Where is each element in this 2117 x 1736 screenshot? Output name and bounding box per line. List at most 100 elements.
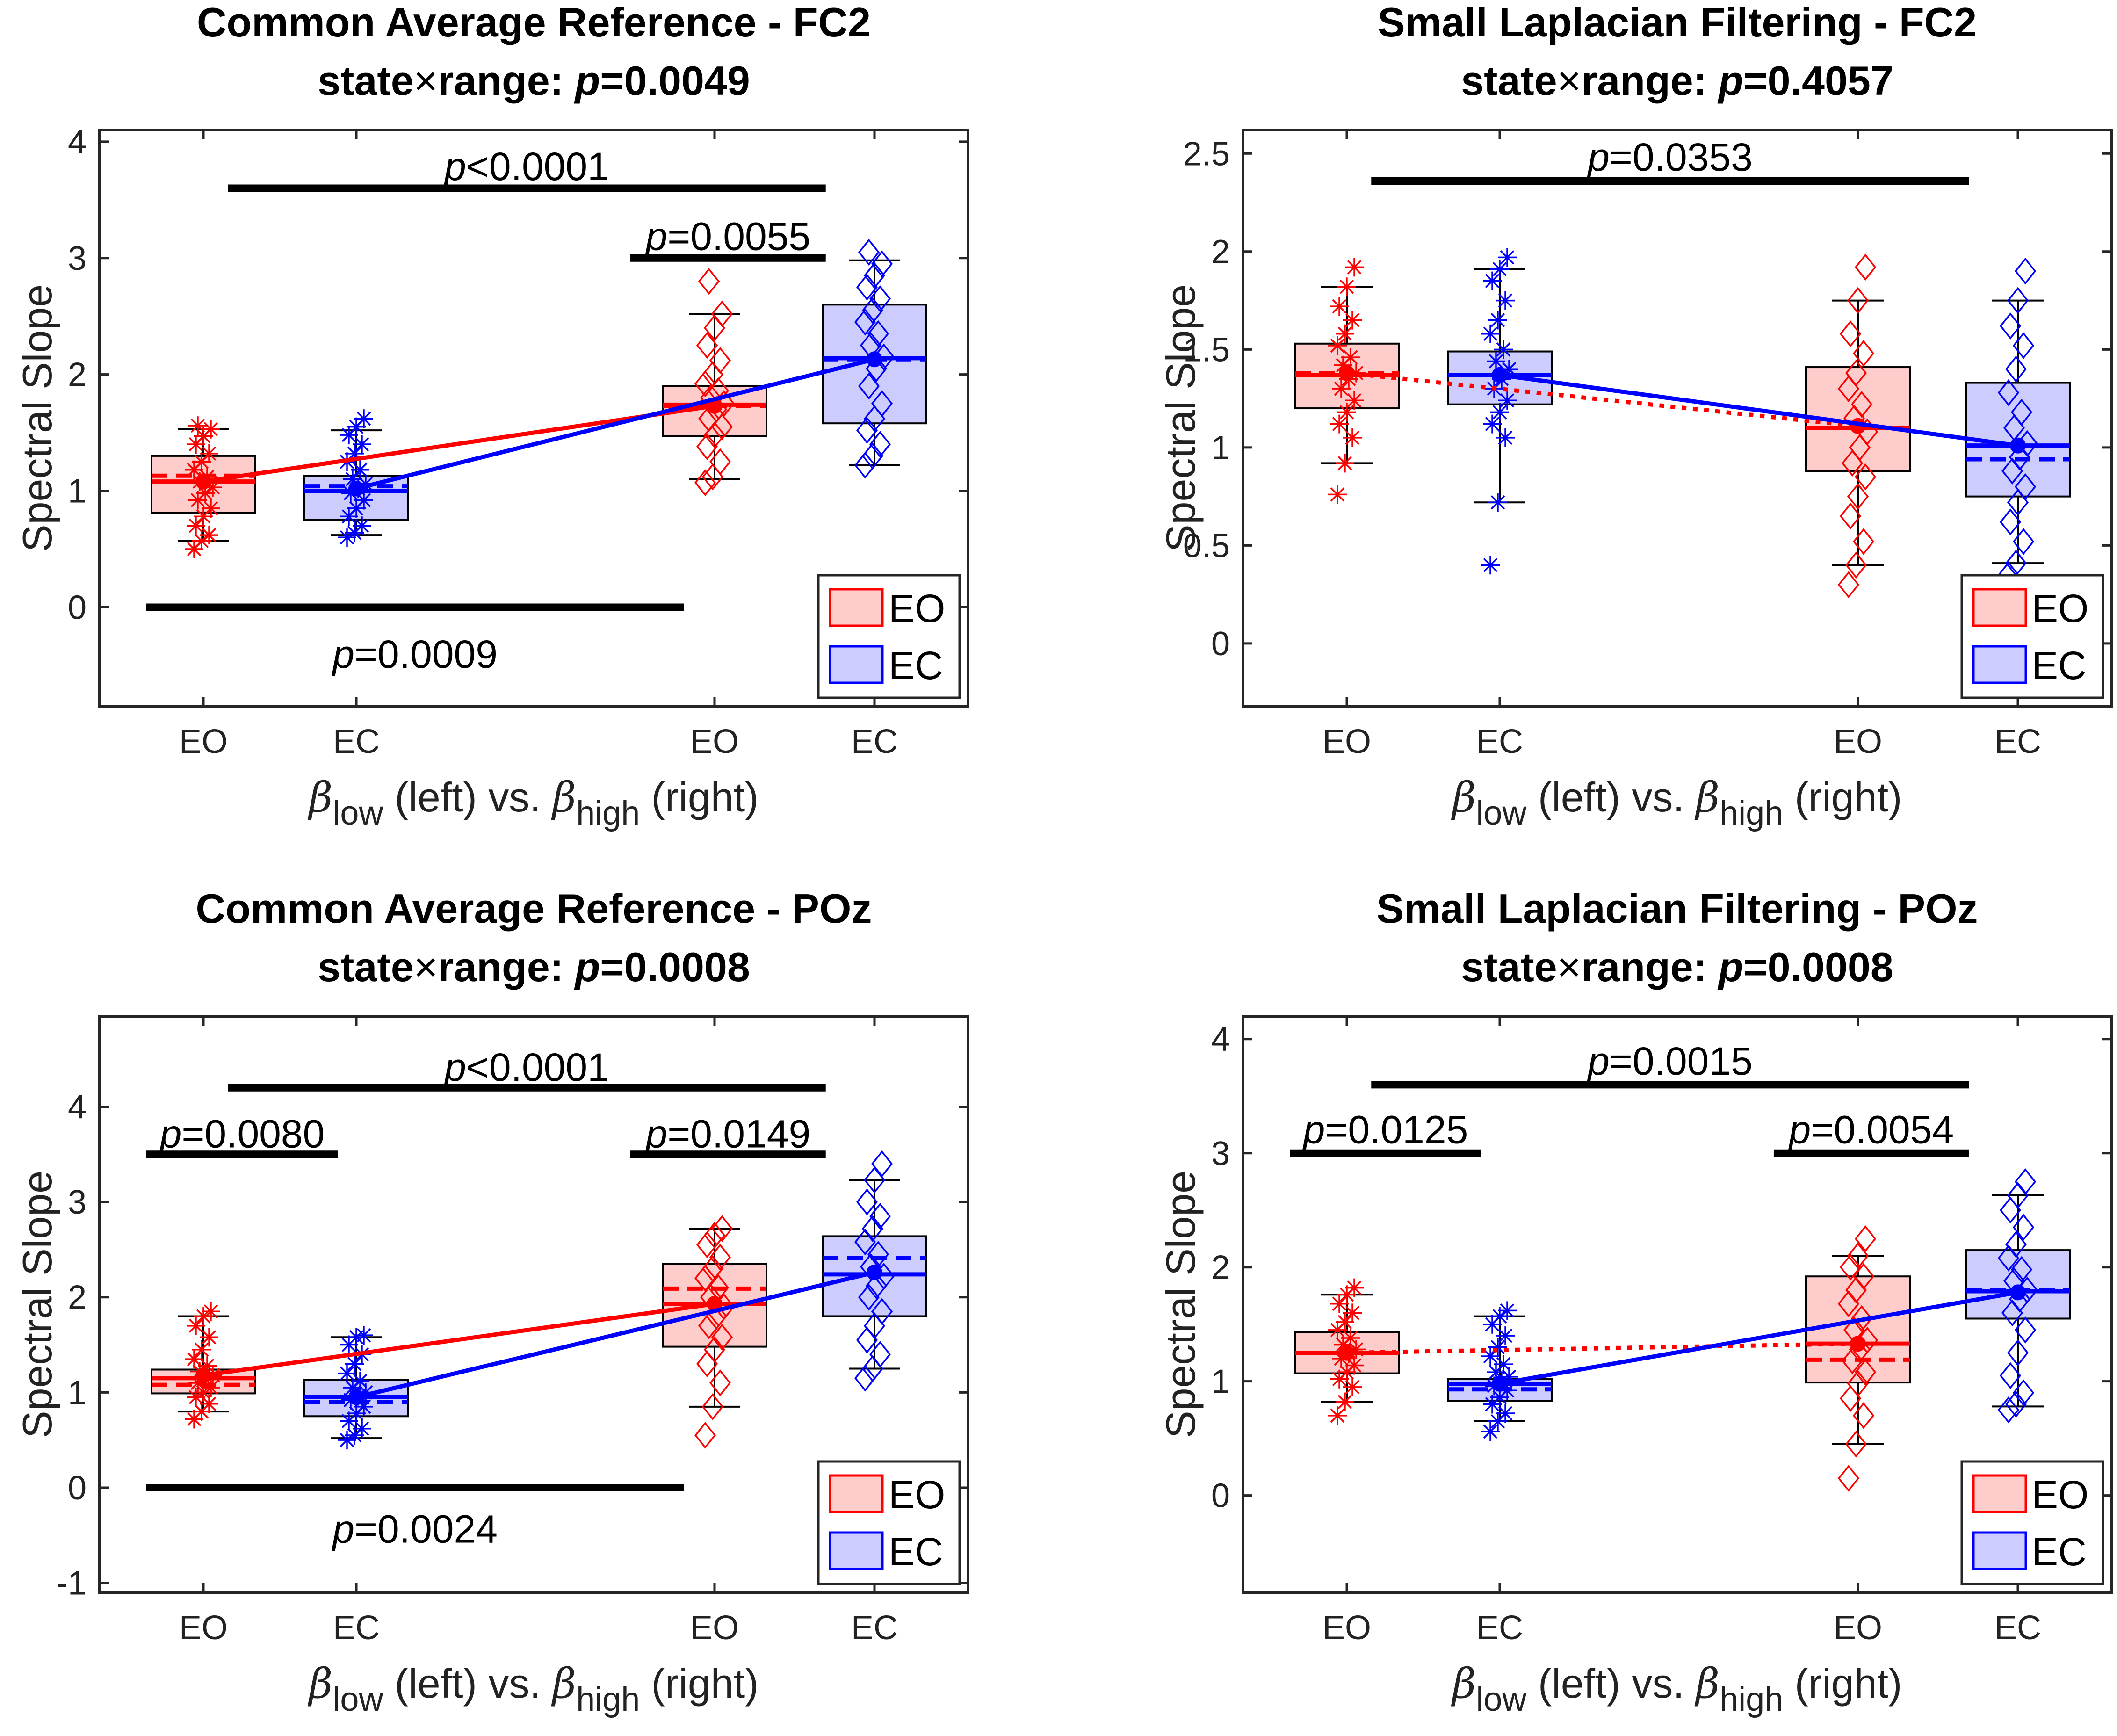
beta-high-symbol: β bbox=[1694, 1659, 1720, 1707]
p-value-label: p=0.0149 bbox=[644, 1112, 810, 1156]
significance-bar: p<0.0001 bbox=[228, 1045, 826, 1092]
panel-2: Small Laplacian Filtering - FC2 state×ran… bbox=[1157, 0, 2113, 832]
data-point-star bbox=[192, 531, 211, 550]
subtitle-range: range: bbox=[438, 58, 575, 104]
data-point-diamond bbox=[869, 1341, 891, 1368]
data-point-diamond bbox=[1847, 287, 1869, 314]
data-point-diamond bbox=[694, 1265, 716, 1292]
y-tick-label: 2 bbox=[1211, 1249, 1230, 1287]
data-point-star bbox=[351, 460, 369, 479]
data-point-diamond bbox=[1847, 1370, 1869, 1397]
y-tick-label: 0 bbox=[1211, 625, 1230, 663]
trend-line-ec bbox=[355, 1270, 875, 1399]
y-tick-label: 4 bbox=[1211, 1021, 1230, 1058]
data-point-diamond bbox=[2012, 332, 2035, 359]
significance-bar: p=0.0080 bbox=[146, 1112, 338, 1158]
beta-low-sub: low bbox=[1476, 795, 1527, 832]
data-point-diamond bbox=[1837, 1465, 1860, 1492]
data-point-diamond bbox=[1854, 1225, 1877, 1252]
trend-line-eo bbox=[1346, 371, 1858, 428]
subtitle-pvalue: =0.0008 bbox=[600, 944, 750, 990]
x-axis-label: βlow (left) vs. βhigh (right) bbox=[308, 1659, 759, 1718]
xlabel-end: (right) bbox=[640, 1660, 759, 1707]
data-point-star bbox=[338, 1364, 356, 1383]
legend-swatch-eo bbox=[1972, 1474, 2027, 1513]
beta-high-sub: high bbox=[1720, 1681, 1783, 1718]
beta-high-sub: high bbox=[576, 1681, 640, 1718]
data-point-star bbox=[1343, 428, 1362, 447]
data-point-diamond bbox=[709, 347, 731, 374]
p-symbol: p bbox=[331, 1507, 354, 1551]
data-point-star bbox=[1494, 1355, 1513, 1374]
data-point-star bbox=[1481, 324, 1500, 343]
data-point-star bbox=[1336, 1312, 1354, 1331]
significance-bar: p=0.0149 bbox=[630, 1112, 826, 1158]
subtitle-range: range: bbox=[1581, 944, 1718, 990]
beta-high-symbol: β bbox=[551, 773, 576, 821]
x-tick-label: EO bbox=[179, 723, 228, 760]
p-value: =0.0009 bbox=[354, 632, 498, 676]
xlabel-end: (right) bbox=[1783, 1660, 1902, 1707]
x-tick-label: EO bbox=[179, 1609, 228, 1647]
legend-swatch-ec bbox=[1972, 645, 2027, 684]
beta-low-sub: low bbox=[332, 795, 383, 832]
data-point-diamond bbox=[867, 320, 889, 347]
p-symbol: p bbox=[644, 214, 667, 258]
data-point-diamond bbox=[1850, 1305, 1873, 1332]
data-point-diamond bbox=[861, 297, 884, 324]
p-value-label: p=0.0055 bbox=[644, 214, 810, 258]
y-tick-label: 0 bbox=[1211, 1477, 1230, 1515]
data-point-diamond bbox=[1841, 1347, 1864, 1374]
data-point-diamond bbox=[698, 268, 720, 295]
p-value-label: p=0.0024 bbox=[331, 1507, 498, 1551]
subtitle-pvalue: =0.0049 bbox=[600, 58, 750, 104]
data-point-diamond bbox=[2014, 473, 2037, 500]
data-point-star bbox=[1336, 324, 1354, 343]
data-point-star bbox=[192, 1340, 211, 1359]
data-point-diamond bbox=[2012, 1214, 2035, 1241]
legend-label-ec: EC bbox=[2032, 644, 2087, 687]
data-point-diamond bbox=[1856, 1327, 1879, 1354]
data-point-star bbox=[1330, 414, 1349, 434]
data-point-star bbox=[187, 1316, 205, 1335]
x-axis-label: βlow (left) vs. βhigh (right) bbox=[1451, 773, 1902, 832]
data-point-star bbox=[354, 1326, 373, 1345]
data-point-diamond bbox=[1999, 508, 2022, 535]
data-point-star bbox=[1488, 493, 1507, 512]
data-point-diamond bbox=[711, 300, 733, 328]
panel-1: Common Average Reference - FC2 state×rang… bbox=[14, 0, 969, 832]
subtitle-state: state bbox=[318, 58, 413, 104]
beta-high-symbol: β bbox=[551, 1659, 576, 1707]
subtitle-times: × bbox=[1557, 58, 1581, 104]
legend: EO EC bbox=[1960, 1460, 2104, 1585]
y-tick-label: 1.5 bbox=[1183, 331, 1230, 369]
data-point-star bbox=[1341, 348, 1360, 367]
data-point-diamond bbox=[856, 1188, 878, 1215]
data-point-star bbox=[1494, 340, 1513, 359]
data-point-diamond bbox=[869, 431, 891, 458]
chart-title: Small Laplacian Filtering - FC2 bbox=[1378, 0, 1977, 45]
x-tick-label: EC bbox=[851, 723, 898, 760]
data-point-star bbox=[1341, 1328, 1360, 1347]
data-point-diamond bbox=[1852, 340, 1875, 367]
subtitle-p: p bbox=[1717, 58, 1743, 104]
beta-high-symbol: β bbox=[1694, 773, 1720, 821]
data-point-diamond bbox=[2012, 1379, 2035, 1406]
box-ec-low bbox=[303, 1326, 409, 1450]
data-point-star bbox=[1343, 1303, 1362, 1323]
data-point-star bbox=[1343, 1377, 1362, 1396]
data-point-diamond bbox=[703, 1222, 726, 1249]
data-point-diamond bbox=[2014, 257, 2037, 285]
chart-subtitle: state×range: p=0.0008 bbox=[1461, 944, 1893, 990]
data-point-star bbox=[1490, 403, 1509, 422]
data-point-diamond bbox=[1837, 571, 1860, 598]
beta-high-sub: high bbox=[576, 795, 640, 832]
data-point-star bbox=[1330, 297, 1349, 316]
x-tick-label: EC bbox=[1994, 1609, 2041, 1647]
p-value: =0.0080 bbox=[181, 1112, 325, 1156]
trend-line-ec bbox=[1499, 1290, 2018, 1386]
data-point-diamond bbox=[698, 405, 720, 433]
data-point-star bbox=[1488, 311, 1507, 330]
y-axis-label: Spectral Slope bbox=[14, 284, 60, 552]
data-point-diamond bbox=[2010, 398, 2033, 426]
